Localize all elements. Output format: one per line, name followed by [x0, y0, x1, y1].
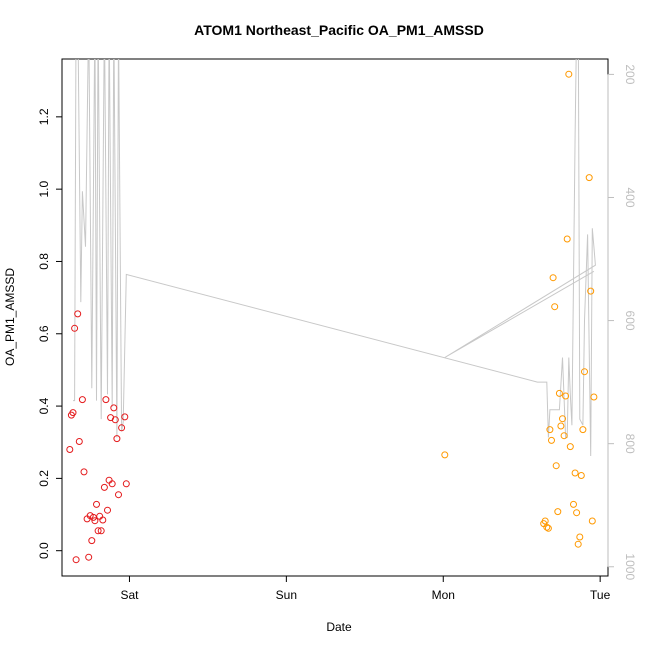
data-point-series-2: [541, 517, 549, 525]
chart-title: ATOM1 Northeast_Pacific OA_PM1_AMSSD: [194, 22, 484, 38]
data-point-series-2: [565, 70, 573, 78]
data-point-series-1: [94, 527, 102, 535]
data-point-series-2: [566, 443, 574, 451]
data-point-series-1: [80, 468, 88, 476]
data-point-series-2: [581, 368, 588, 376]
y2-tick-label: 200: [623, 64, 637, 84]
data-point-series-1: [66, 446, 74, 453]
data-point-series-2: [562, 392, 570, 400]
altitude-line: [73, 59, 596, 457]
data-point-series-1: [110, 404, 118, 412]
data-point-series-2: [573, 509, 581, 517]
x-tick-label: Sat: [120, 588, 139, 602]
data-point-series-1: [113, 435, 121, 443]
data-point-series-1: [99, 516, 107, 524]
data-point-series-1: [88, 537, 96, 545]
data-point-series-1: [108, 480, 116, 488]
y-axis-label: OA_PM1_AMSSD: [3, 268, 17, 366]
data-point-series-1: [115, 491, 122, 499]
x-axis: Sat Sun Mon Tue: [120, 575, 611, 602]
data-point-series-1: [72, 556, 80, 564]
data-point-series-2: [551, 303, 559, 311]
data-point-series-1: [69, 409, 77, 417]
y2-tick-label: 400: [623, 187, 637, 207]
points-layer: [66, 70, 598, 564]
y-tick-label: 1.0: [37, 180, 51, 197]
data-point-series-1: [118, 424, 126, 432]
data-point-series-2: [560, 432, 568, 440]
y-tick-label: 0.8: [37, 253, 51, 270]
plot-frame: [61, 58, 609, 577]
data-point-series-1: [104, 506, 111, 514]
data-point-series-2: [544, 524, 552, 532]
y-tick-label: 0.2: [37, 470, 51, 487]
data-point-series-2: [548, 436, 555, 444]
y-tick-label: 1.2: [37, 108, 51, 125]
data-point-series-2: [574, 540, 582, 548]
data-point-series-1: [102, 396, 110, 404]
data-point-series-2: [555, 389, 563, 397]
y-tick-label: 0.4: [37, 397, 51, 414]
y2-tick-label: 800: [623, 434, 637, 454]
data-point-series-1: [74, 310, 82, 318]
altitude-layer: [73, 59, 596, 457]
data-point-series-2: [571, 469, 579, 477]
y-axis: 0.0 0.2 0.4 0.6 0.8 1.0 1.2: [37, 108, 63, 559]
x-tick-label: Tue: [590, 588, 611, 602]
y-tick-label: 0.6: [37, 325, 51, 342]
data-point-series-1: [111, 416, 119, 424]
data-point-series-2: [588, 517, 596, 525]
data-point-series-2: [546, 426, 554, 434]
y2-axis: 200 400 600 800 1000: [607, 64, 637, 580]
x-axis-label: Date: [326, 620, 352, 634]
data-point-series-2: [559, 415, 566, 423]
data-point-series-2: [563, 235, 571, 243]
data-point-series-1: [97, 527, 105, 535]
data-point-series-1: [91, 517, 99, 525]
data-point-series-1: [121, 413, 129, 421]
data-point-series-2: [570, 500, 577, 508]
data-point-series-2: [549, 274, 557, 282]
y2-tick-label: 1000: [623, 553, 637, 580]
data-point-series-2: [441, 451, 449, 459]
data-point-series-1: [100, 483, 108, 491]
data-point-series-2: [590, 393, 598, 401]
data-point-series-2: [587, 287, 595, 295]
data-point-series-2: [543, 523, 551, 531]
data-point-series-2: [579, 426, 587, 434]
data-point-series-2: [552, 462, 560, 470]
data-point-series-1: [71, 324, 79, 332]
x-tick-label: Sun: [276, 588, 297, 602]
data-point-series-2: [576, 533, 584, 541]
data-point-series-2: [577, 472, 585, 479]
y-tick-label: 0.0: [37, 542, 51, 559]
data-point-series-1: [122, 480, 130, 488]
data-point-series-1: [78, 396, 86, 404]
data-point-series-1: [93, 500, 100, 508]
data-point-series-2: [554, 508, 562, 516]
x-tick-label: Mon: [432, 588, 455, 602]
data-point-series-1: [85, 553, 93, 561]
data-point-series-2: [557, 422, 565, 430]
y2-tick-label: 600: [623, 311, 637, 331]
data-point-series-2: [585, 174, 593, 182]
data-point-series-1: [75, 438, 83, 445]
